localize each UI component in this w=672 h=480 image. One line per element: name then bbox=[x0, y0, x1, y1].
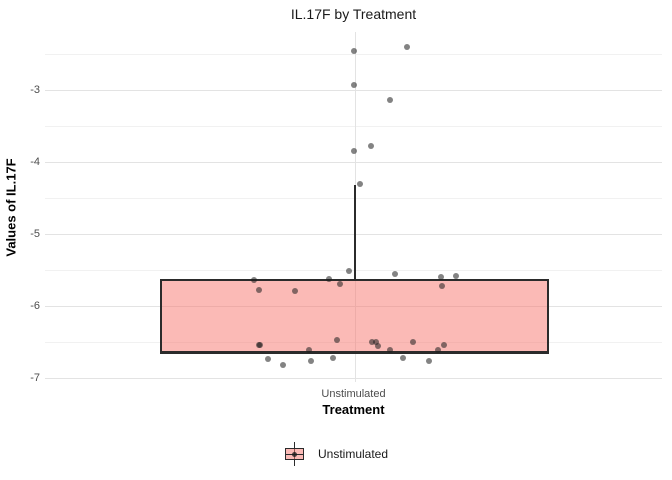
jitter-point bbox=[404, 44, 410, 51]
jitter-point bbox=[387, 96, 393, 103]
jitter-point bbox=[337, 280, 343, 287]
y-tick-label: -6 bbox=[30, 299, 40, 312]
jitter-point bbox=[410, 338, 416, 345]
jitter-point bbox=[369, 339, 375, 346]
plot-panel bbox=[45, 32, 662, 382]
major-gridline bbox=[45, 162, 662, 164]
jitter-point bbox=[357, 180, 363, 187]
jitter-point bbox=[387, 346, 393, 353]
legend: Unstimulated bbox=[0, 441, 672, 467]
jitter-point bbox=[368, 142, 374, 149]
legend-boxplot-key-icon bbox=[284, 441, 306, 467]
jitter-point bbox=[330, 355, 336, 362]
jitter-point bbox=[351, 147, 357, 154]
jitter-point bbox=[280, 362, 286, 369]
jitter-point bbox=[334, 337, 340, 344]
jitter-point bbox=[435, 346, 441, 353]
minor-gridline bbox=[45, 126, 662, 128]
jitter-point bbox=[292, 288, 298, 295]
jitter-point bbox=[392, 271, 398, 278]
jitter-point bbox=[351, 82, 357, 89]
y-tick-label: -7 bbox=[30, 371, 40, 384]
box bbox=[160, 279, 549, 353]
jitter-point bbox=[265, 356, 271, 362]
y-tick-label: -5 bbox=[30, 227, 40, 240]
jitter-point bbox=[400, 355, 406, 362]
jitter-point bbox=[306, 347, 312, 354]
legend-label: Unstimulated bbox=[317, 447, 389, 461]
median-line bbox=[160, 351, 549, 355]
x-axis-title: Treatment bbox=[322, 402, 385, 417]
upper-whisker bbox=[353, 185, 356, 280]
jitter-point bbox=[251, 276, 257, 283]
jitter-point bbox=[375, 343, 381, 350]
chart-title: IL.17F by Treatment bbox=[290, 6, 417, 22]
minor-gridline bbox=[45, 54, 662, 56]
jitter-point bbox=[346, 268, 352, 275]
jitter-point bbox=[441, 342, 447, 349]
jitter-point bbox=[439, 283, 445, 290]
y-tick-label: -4 bbox=[30, 156, 40, 169]
jitter-point bbox=[256, 287, 262, 293]
jitter-point bbox=[326, 276, 332, 283]
jitter-point bbox=[438, 274, 444, 281]
major-gridline bbox=[45, 377, 662, 379]
major-gridline bbox=[45, 90, 662, 92]
jitter-point bbox=[351, 47, 357, 54]
legend-key-point bbox=[292, 451, 298, 457]
jitter-point bbox=[426, 358, 432, 365]
jitter-point bbox=[257, 342, 263, 349]
x-tick-label: Unstimulated bbox=[321, 388, 386, 400]
jitter-point bbox=[373, 338, 379, 345]
jitter-point bbox=[453, 272, 459, 279]
jitter-point bbox=[308, 358, 314, 365]
y-tick-label: -3 bbox=[30, 84, 40, 97]
